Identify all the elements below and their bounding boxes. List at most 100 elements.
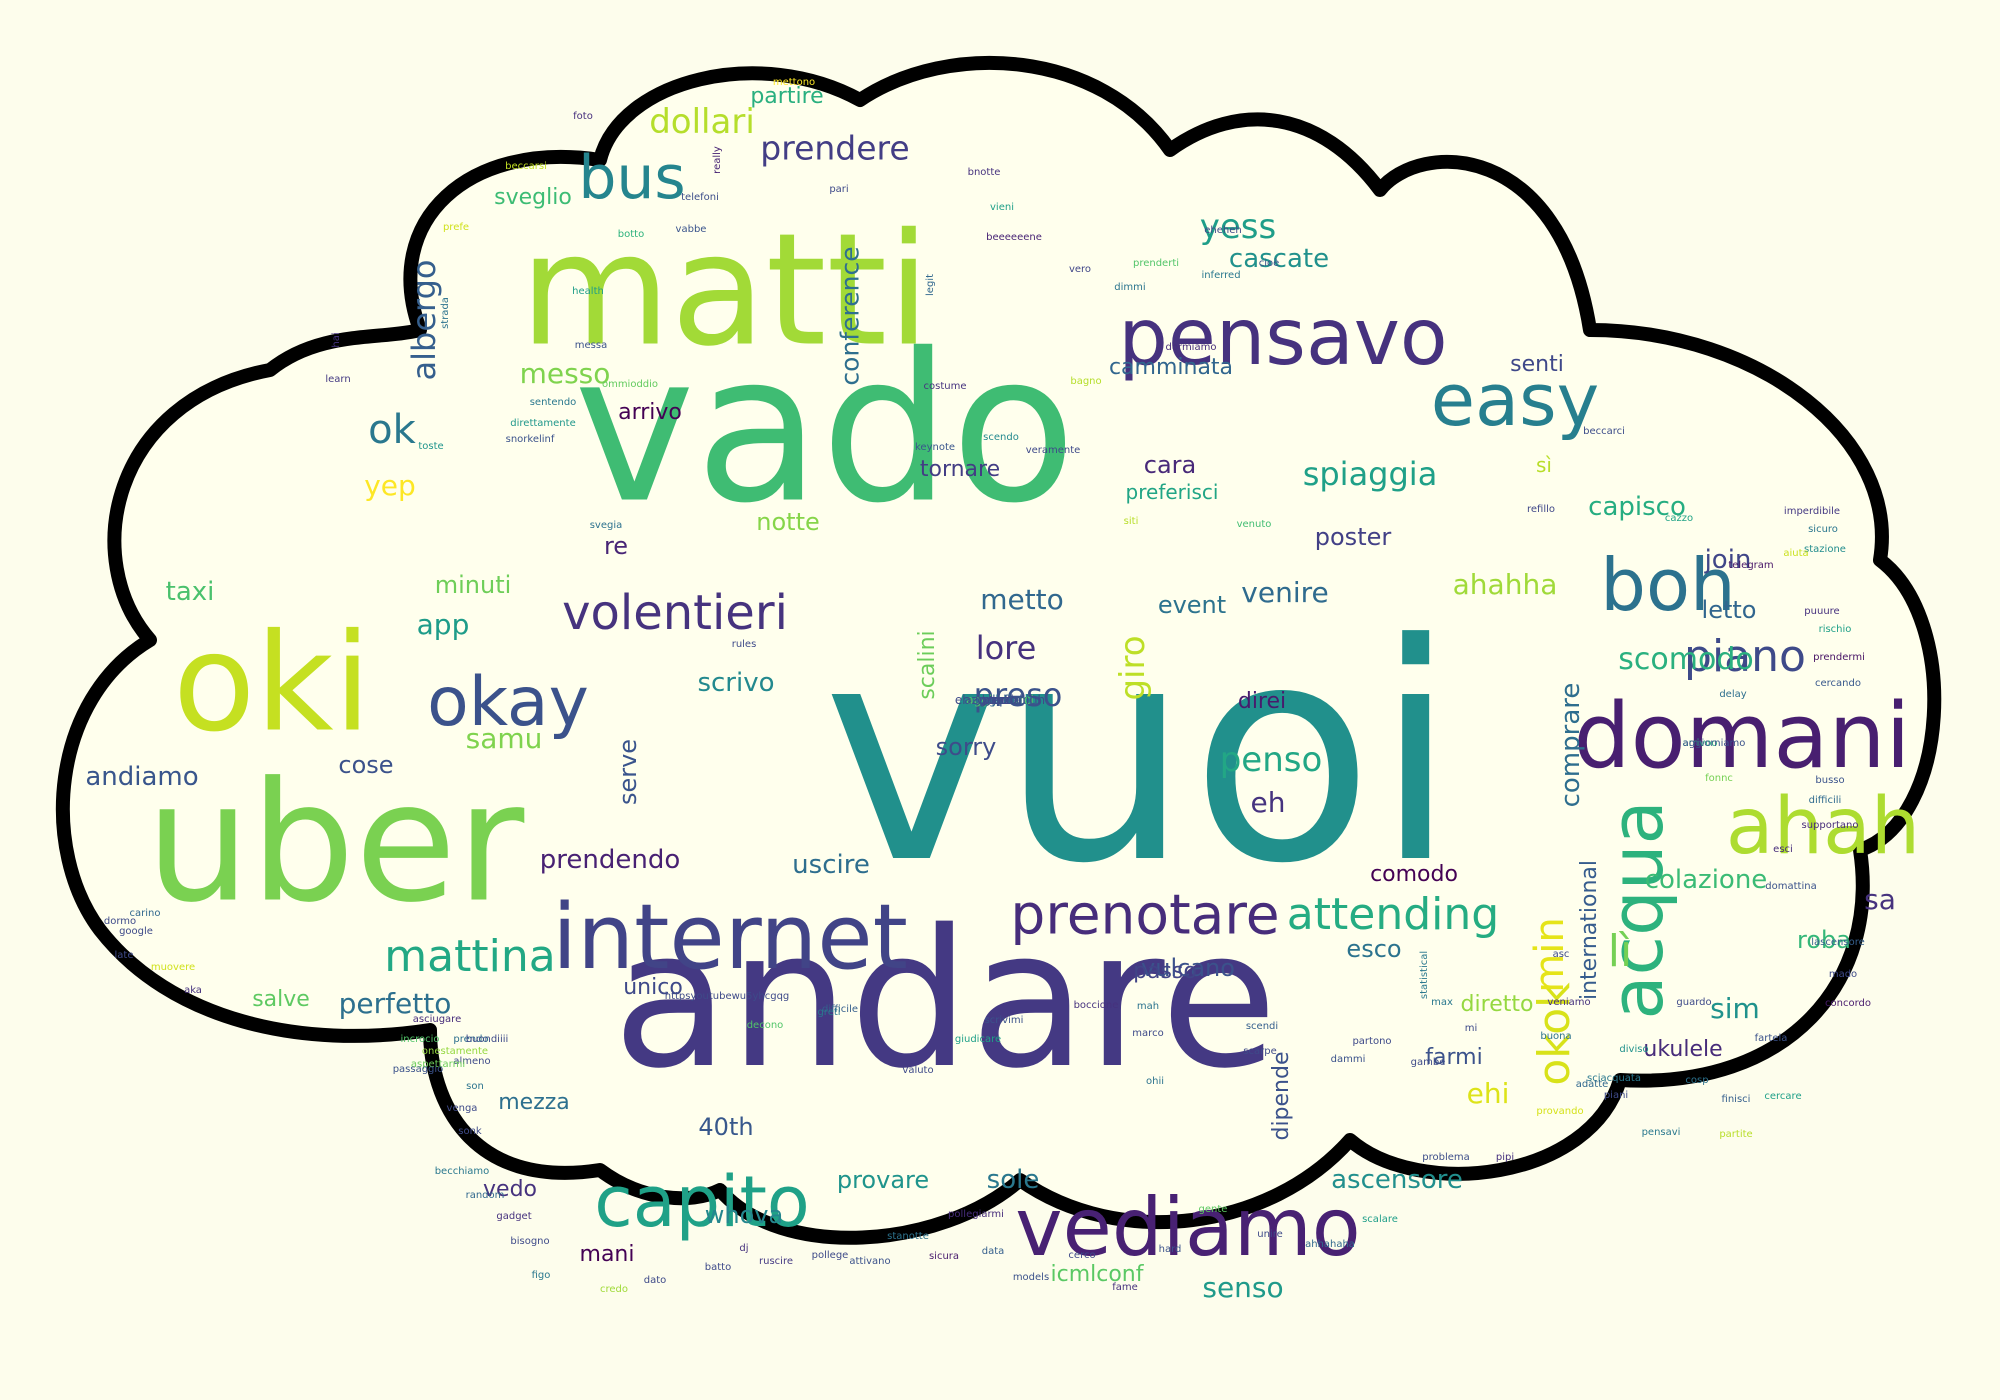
word-prenotare: prenotare	[1010, 882, 1280, 947]
word-venire: venire	[1241, 576, 1329, 609]
word-carino: carino	[129, 908, 161, 919]
word-random: random	[465, 1190, 505, 1201]
word-partire: partire	[750, 84, 824, 109]
word-domani: domani	[977, 693, 1023, 707]
word-prendo: prendo	[453, 1034, 489, 1045]
word-gadget: gadget	[496, 1211, 532, 1222]
word-vero: vero	[1068, 264, 1092, 275]
word-scarpe: scarpe	[1243, 1046, 1277, 1057]
word-busso: busso	[1815, 775, 1845, 786]
word-albergo: albergo	[405, 259, 443, 381]
word-samu: samu	[465, 722, 543, 755]
word-statistical: statistical	[1419, 950, 1430, 1000]
word-sicura: sicura	[928, 1251, 960, 1262]
word-metto: metto	[980, 583, 1064, 616]
word-figo: figo	[531, 1270, 551, 1281]
word-sonk: sonk	[458, 1126, 482, 1137]
word-direttamente: direttamente	[510, 418, 576, 429]
word-minuti: minuti	[434, 571, 512, 599]
word-preso: preso	[973, 676, 1063, 714]
word-sentendo: sentendo	[529, 397, 577, 408]
word-40th: 40th	[698, 1113, 754, 1141]
word-stanotte: stanotte	[887, 1231, 929, 1242]
word-ahhahaha: ahhahaha	[1305, 1239, 1355, 1250]
word-farmi: farmi	[1425, 1045, 1483, 1070]
word-supportano: supportano	[1801, 820, 1859, 831]
word-diretto: diretto	[1460, 992, 1534, 1017]
word-andare: andare	[612, 889, 1278, 1110]
word-venuto: venuto	[1236, 519, 1272, 530]
word-bisogno: bisogno	[510, 1236, 550, 1247]
word-vediamo: vediamo	[1015, 1181, 1361, 1274]
word-vabbe: vabbe	[675, 224, 707, 235]
word-greti: greti	[817, 1007, 841, 1018]
word-unire: unire	[1257, 1229, 1283, 1240]
word-dato: dato	[643, 1275, 667, 1286]
word-yess: yess	[1199, 207, 1277, 247]
word-oki: oki	[172, 604, 372, 762]
word-onestamente: onestamente	[421, 1046, 489, 1057]
word-foto: foto	[573, 111, 593, 122]
word-arrivo: arrivo	[618, 400, 682, 425]
word-vado: vado	[573, 310, 1077, 549]
word-vedo: vedo	[483, 1177, 537, 1202]
word-late: late	[114, 950, 134, 961]
word-ahah: ahah	[1725, 782, 1921, 872]
word-aka: aka	[184, 985, 202, 996]
word-senti: senti	[1510, 352, 1564, 377]
word-gofi: gofi	[988, 693, 1012, 707]
word-gente: gente	[1198, 1204, 1228, 1215]
word-dipende: dipende	[1269, 1051, 1294, 1141]
word-telegram: telegram	[1728, 560, 1774, 571]
word-bagno: bagno	[1070, 376, 1102, 387]
word-matti: matti	[519, 199, 931, 381]
word-delay: delay	[1719, 689, 1747, 700]
word-refillo: refillo	[1526, 504, 1556, 515]
word-pensavo: pensavo	[1118, 293, 1448, 383]
word-roba: roba	[1797, 926, 1851, 954]
word-comodo: comodo	[1370, 862, 1458, 887]
word-pensavi: pensavi	[1641, 1127, 1681, 1138]
word-almeno: almeno	[453, 1056, 491, 1067]
word-hard: hard	[1158, 1244, 1182, 1255]
word-arrivoo: arrivoo	[1682, 738, 1718, 749]
word-fame: fame	[1112, 1282, 1138, 1293]
word-scalini: scalini	[915, 630, 940, 700]
word-partono: partono	[1352, 1036, 1392, 1047]
word-partite: partite	[1719, 1129, 1753, 1140]
word-cercando: cercando	[1815, 678, 1861, 689]
word-senso: senso	[1202, 1271, 1284, 1304]
word-pollege: pollege	[811, 1250, 849, 1261]
word-whova: whova	[704, 1201, 784, 1229]
word-cazzo: cazzo	[1664, 513, 1694, 524]
word-scalare: scalare	[1362, 1214, 1398, 1225]
word-becchiamo: becchiamo	[434, 1166, 490, 1177]
word-penso: penso	[1219, 740, 1323, 780]
word-domani: domani	[1573, 684, 1911, 789]
word-sembrano: sembrano	[969, 693, 1031, 707]
word-prendere: prendere	[760, 128, 910, 168]
word-ehehehehehhh: ehehehehehhh	[954, 693, 1046, 707]
word-mah: mah	[1136, 1001, 1160, 1012]
word-health: health	[572, 286, 604, 297]
word-beeeeeene: beeeeeene	[986, 232, 1042, 243]
word-zonzo: zonzo	[982, 693, 1018, 707]
word-mani: mani	[579, 1242, 635, 1267]
word-messo: messo	[519, 357, 611, 390]
word-cosp: cosp	[1685, 1075, 1709, 1086]
word-ohii: ohii	[1145, 1076, 1165, 1087]
word-veniamo: veniamo	[1547, 997, 1591, 1008]
word-provando: provando	[1536, 1106, 1584, 1117]
word-botto: botto	[617, 229, 645, 240]
word-dollari: dollari	[649, 102, 755, 142]
word-models: models	[1012, 1272, 1050, 1283]
word-poster: poster	[1314, 523, 1392, 551]
word-app: app	[416, 608, 470, 641]
word-mettono: mettono	[772, 77, 816, 88]
word-colazione: colazione	[1644, 865, 1768, 895]
word-mattina: mattina	[384, 931, 556, 982]
word-capito: capito	[594, 1161, 810, 1243]
word-eheheh: eheheh	[1204, 225, 1242, 236]
word-asciugare: asciugare	[412, 1014, 462, 1025]
word-scendi: scendi	[1245, 1021, 1279, 1032]
